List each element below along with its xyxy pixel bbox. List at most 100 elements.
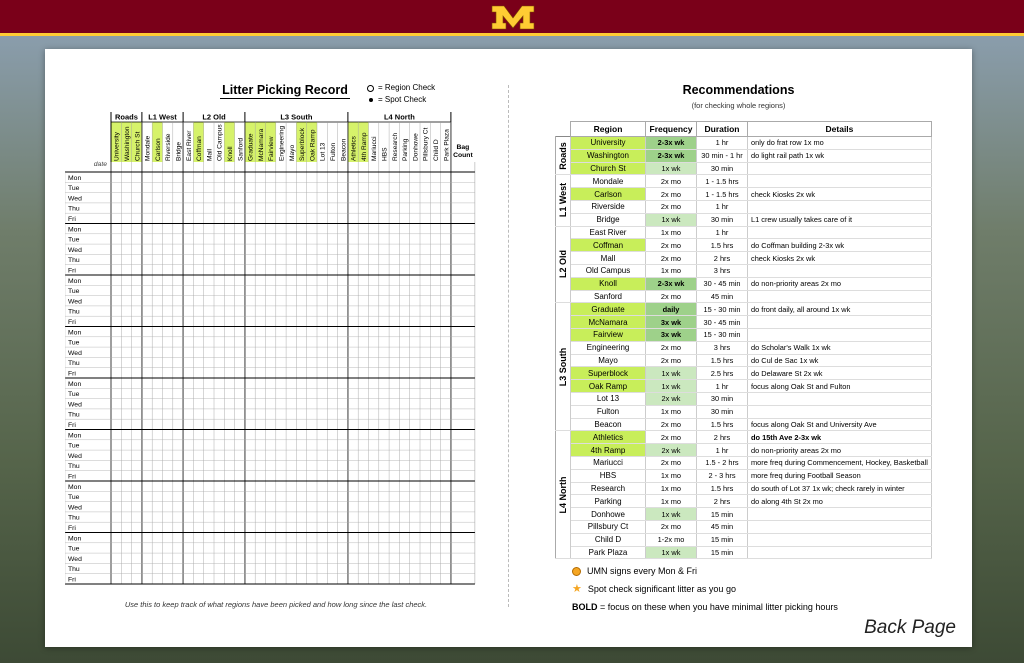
details-cell: [747, 507, 932, 521]
column-label: Child D: [433, 139, 440, 161]
day-label: Fri: [68, 216, 76, 223]
umn-sign-icon: [572, 566, 581, 576]
bag-count-label-2: Count: [453, 152, 473, 159]
details-cell: do south of Lot 37 1x wk; check rarely i…: [747, 482, 932, 496]
column-label: East River: [186, 130, 193, 161]
table-row: Pillsbury Ct 2x mo 45 min: [556, 520, 932, 534]
region-cell: Mariucci: [570, 456, 646, 470]
table-row: Lot 13 2x wk 30 min: [556, 392, 932, 406]
details-cell: [747, 290, 932, 304]
details-cell: focus along Oak St and Fulton: [747, 379, 932, 393]
table-row: Beacon 2x mo 1.5 hrs focus along Oak St and…: [556, 418, 932, 432]
frequency-cell: 2x mo: [645, 430, 697, 445]
recommendation-notes: UMN signs every Mon & Fri ★ Spot check si…: [572, 562, 838, 616]
region-cell: Sanford: [570, 290, 646, 304]
duration-cell: 15 min: [696, 533, 748, 547]
duration-cell: 1 - 1.5 hrs: [696, 187, 748, 201]
table-row: Coffman 2x mo 1.5 hrs do Coffman building 2…: [556, 238, 932, 253]
group-label: L2 Old: [555, 225, 571, 304]
table-row: Carlson 2x mo 1 - 1.5 hrs check Kiosks 2x w…: [556, 187, 932, 201]
details-cell: more freq during Football Season: [747, 469, 932, 483]
details-cell: [747, 162, 932, 176]
region-cell: Child D: [570, 533, 646, 547]
note-bold-term: BOLD: [572, 602, 598, 612]
column-label: Old Campus: [217, 124, 224, 161]
page-divider: [508, 85, 509, 607]
note-signs: UMN signs every Mon & Fri: [587, 566, 698, 576]
day-label: Mon: [68, 175, 81, 182]
frequency-cell: 2x mo: [645, 187, 697, 201]
frequency-cell: 1x wk: [645, 507, 697, 521]
group-label: L4 North: [555, 430, 571, 560]
duration-cell: 1 hr: [696, 136, 748, 150]
duration-cell: 1.5 hrs: [696, 482, 748, 496]
day-label: Mon: [68, 535, 81, 542]
column-label: Parking: [402, 138, 409, 161]
frequency-cell: 1x wk: [645, 162, 697, 176]
frequency-cell: 1x wk: [645, 366, 697, 381]
frequency-cell: 1x wk: [645, 213, 697, 227]
duration-cell: 30 min: [696, 392, 748, 406]
details-cell: do light rail path 1x wk: [747, 149, 932, 163]
table-row: Research 1x mo 1.5 hrs do south of Lot 37 1…: [556, 482, 932, 496]
details-cell: [747, 405, 932, 419]
column-label: Mondale: [145, 135, 152, 161]
duration-cell: 1 hr: [696, 225, 748, 240]
day-label: Thu: [68, 360, 80, 367]
details-cell: [747, 225, 932, 240]
day-label: Wed: [68, 556, 82, 563]
details-cell: check Kiosks 2x wk: [747, 251, 932, 265]
duration-cell: 3 hrs: [696, 341, 748, 355]
litter-record-grid: University Washington Church St Mondale Carl…: [65, 112, 490, 596]
column-label: Mariucci: [371, 136, 378, 161]
table-row: Engineering 2x mo 3 hrs do Scholar's Walk 1…: [556, 341, 932, 355]
day-label: Fri: [68, 525, 76, 532]
duration-cell: 1.5 hrs: [696, 418, 748, 432]
region-cell: Parking: [570, 494, 646, 509]
region-cell: Coffman: [570, 238, 646, 253]
table-row: Old Campus 1x mo 3 hrs: [556, 264, 932, 278]
frequency-cell: 1x wk: [645, 379, 697, 393]
day-label: Tue: [68, 546, 80, 553]
day-label: Fri: [68, 474, 76, 481]
region-cell: Riverside: [570, 200, 646, 214]
duration-header: Duration: [696, 121, 748, 137]
duration-cell: 1 hr: [696, 443, 748, 457]
region-cell: Church St: [570, 162, 646, 176]
table-row: Church St 1x wk 30 min: [556, 162, 932, 176]
frequency-cell: 2-3x wk: [645, 149, 697, 163]
day-label: Mon: [68, 329, 81, 336]
column-highlight: [244, 122, 256, 162]
region-cell: Oak Ramp: [570, 379, 646, 393]
column-label: Lot 13: [320, 142, 327, 161]
table-row: Parking 1x mo 2 hrs do along 4th St 2x mo: [556, 494, 932, 509]
table-row: Sanford 2x mo 45 min: [556, 290, 932, 304]
region-cell: Engineering: [570, 341, 646, 355]
column-label: Athletics: [351, 135, 358, 161]
day-label: Wed: [68, 453, 82, 460]
day-label: Mon: [68, 432, 81, 439]
column-label: Research: [392, 132, 399, 161]
day-label: Wed: [68, 401, 82, 408]
frequency-cell: 2-3x wk: [645, 136, 697, 150]
region-cell: Park Plaza: [570, 546, 646, 560]
group-header: L4 North: [384, 113, 415, 122]
frequency-header: Frequency: [645, 121, 697, 137]
duration-cell: 1 hr: [696, 379, 748, 393]
column-label: Fairview: [268, 136, 275, 161]
column-highlight: [224, 122, 235, 162]
table-row: L2 Old East River 1x mo 1 hr: [555, 225, 932, 304]
duration-cell: 1.5 - 2 hrs: [696, 456, 748, 470]
table-row: HBS 1x mo 2 - 3 hrs more freq during Footba…: [556, 469, 932, 483]
column-label: Superblock: [299, 127, 306, 161]
region-cell: Pillsbury Ct: [570, 520, 646, 534]
column-label: Park Plaza: [443, 129, 450, 161]
recommendations-subtitle: (for checking whole regions): [691, 101, 786, 110]
day-label: Fri: [68, 422, 76, 429]
duration-cell: 2 hrs: [696, 494, 748, 509]
region-cell: Donhowe: [570, 507, 646, 521]
details-cell: [747, 392, 932, 406]
day-label: Wed: [68, 247, 82, 254]
column-label: Graduate: [248, 133, 255, 161]
column-label: Engineering: [278, 125, 285, 161]
